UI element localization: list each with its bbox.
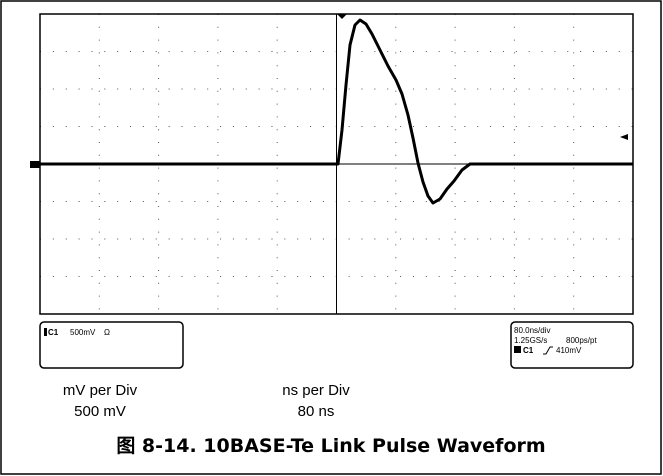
- label-title: mV per Div: [63, 382, 138, 399]
- time-per-div: 80.0ns/div: [514, 326, 550, 335]
- resolution: 800ps/pt: [566, 336, 597, 345]
- caption: 图 8-14. 10BASE-Te Link Pulse Waveform: [116, 435, 545, 457]
- figure: C1 500mV Ω 80.0ns/div 1.25GS/s 800ps/pt …: [0, 0, 663, 476]
- channel-icon: [44, 328, 47, 336]
- trigger-channel: C1: [523, 346, 534, 355]
- channel-scale: 500mV: [70, 328, 96, 337]
- label-value: 80 ns: [298, 403, 335, 420]
- channel-marker: [30, 161, 40, 168]
- sample-rate: 1.25GS/s: [514, 336, 547, 345]
- trigger-icon: [514, 346, 521, 353]
- trigger-level: 410mV: [556, 346, 582, 355]
- label-title: ns per Div: [282, 382, 350, 399]
- channel-box: [40, 322, 183, 368]
- channel-coupling: Ω: [104, 328, 110, 337]
- label-value: 500 mV: [74, 403, 126, 420]
- channel-label: C1: [48, 328, 59, 337]
